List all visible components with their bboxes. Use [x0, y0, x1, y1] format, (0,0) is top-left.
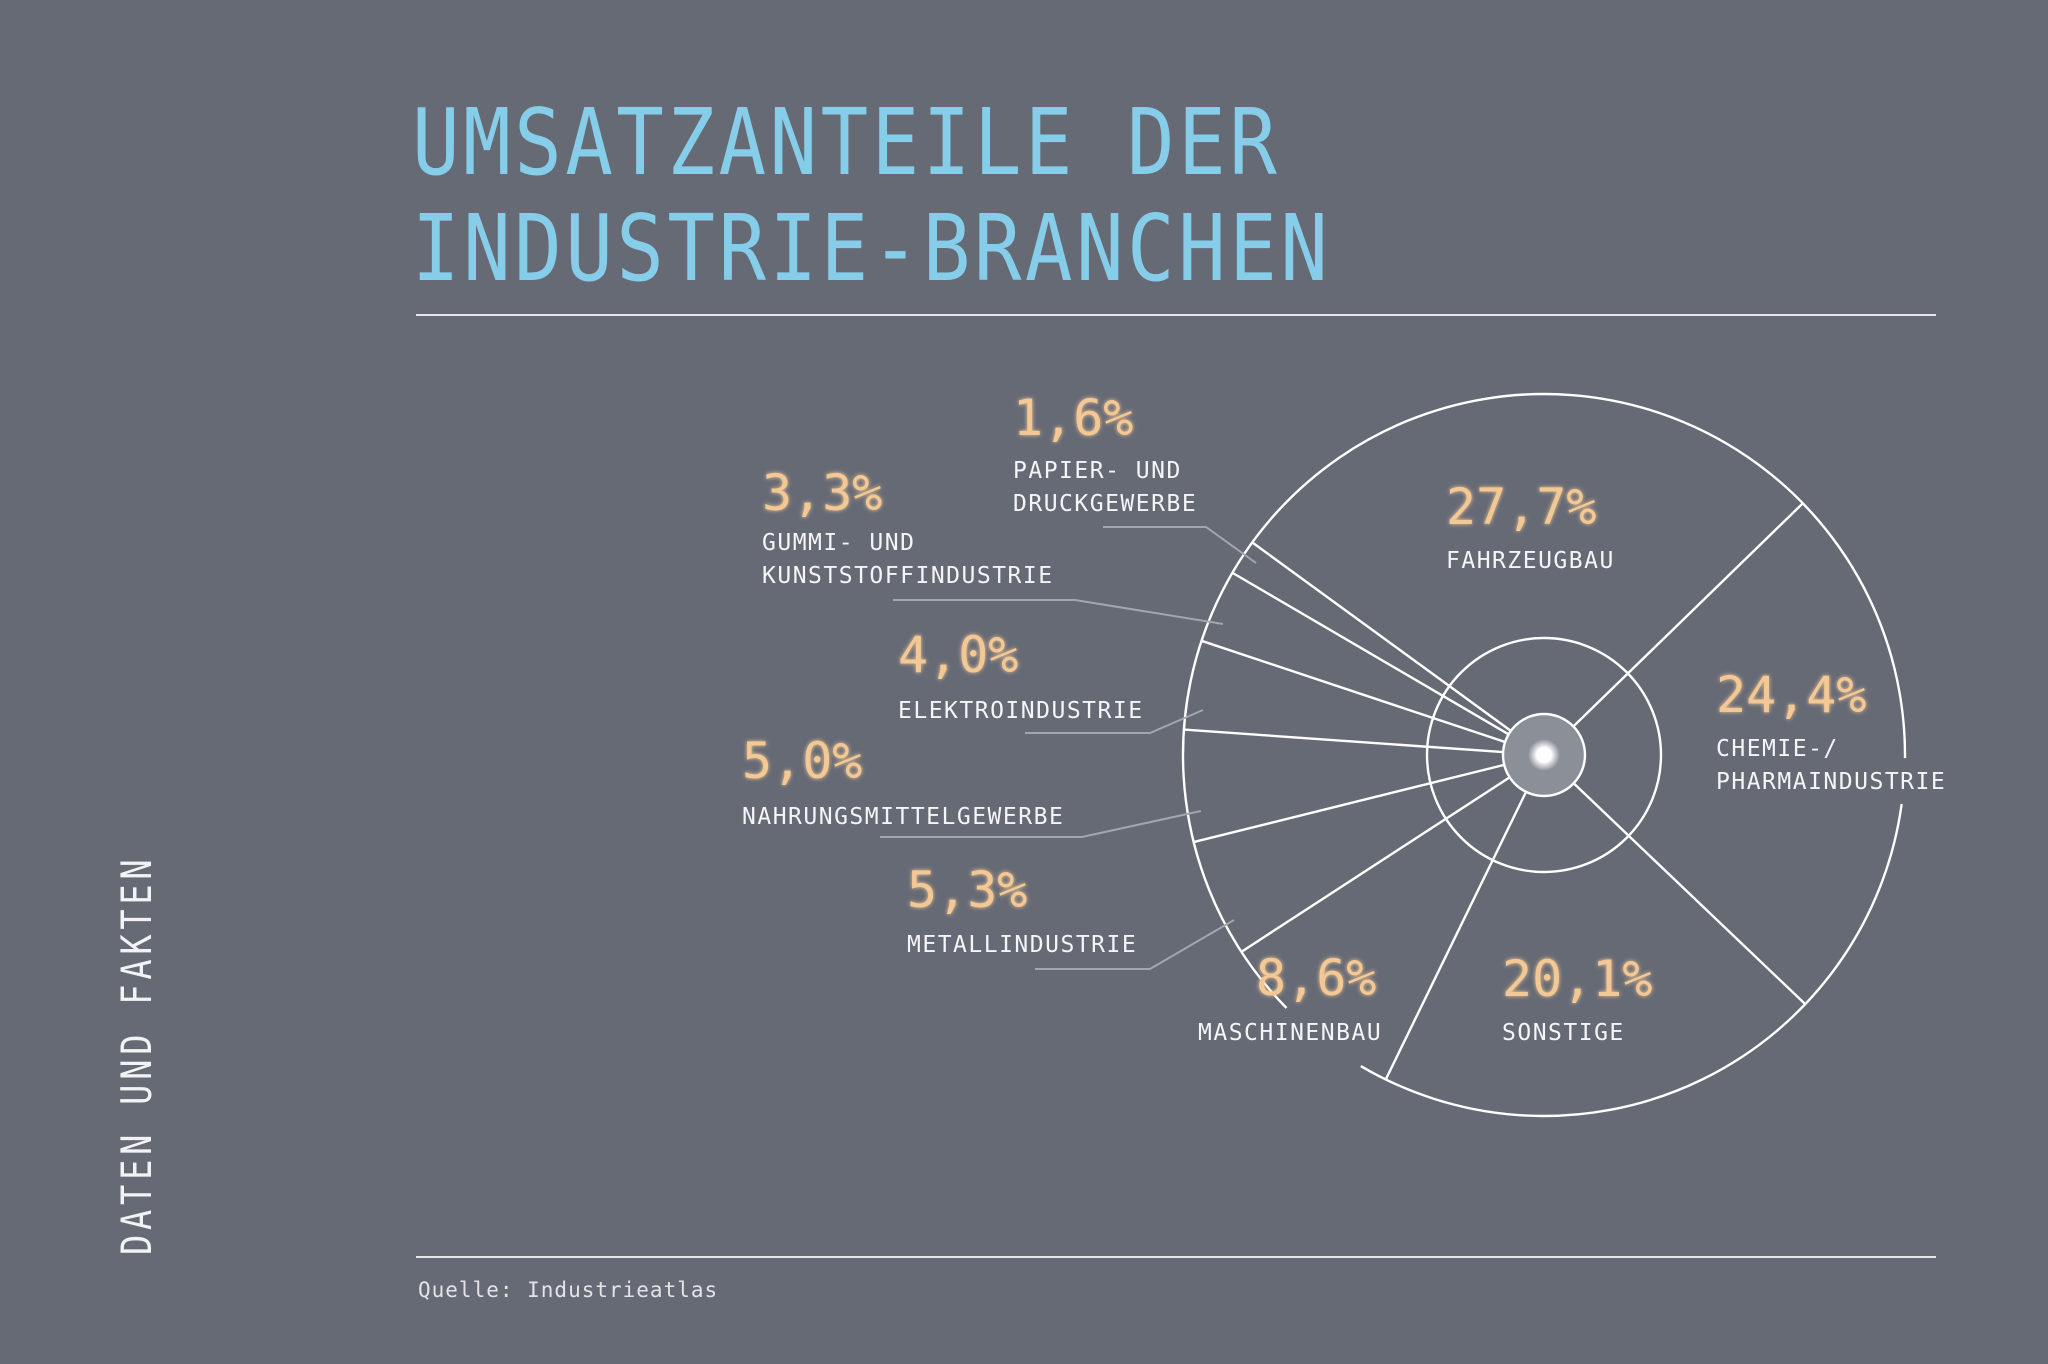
- slice-label: CHEMIE-/: [1716, 736, 1839, 762]
- leader-line: [1035, 919, 1235, 970]
- slice-value: 3,3%: [762, 464, 882, 522]
- source-note: Quelle: Industrieatlas: [418, 1278, 719, 1302]
- slice-value: 5,3%: [907, 861, 1027, 919]
- slice-label: DRUCKGEWERBE: [1013, 491, 1197, 517]
- slice-value: 24,4%: [1716, 666, 1867, 724]
- chart-title: UMSATZANTEILE DER INDUSTRIE-BRANCHEN: [412, 90, 1331, 302]
- slice-label: SONSTIGE: [1502, 1020, 1625, 1046]
- slice-boundary-2: [1384, 791, 1528, 1080]
- slice-value: 20,1%: [1502, 950, 1653, 1008]
- title-divider: [416, 314, 1936, 316]
- slice-value: 1,6%: [1013, 389, 1133, 447]
- slice-label: METALLINDUSTRIE: [907, 932, 1137, 958]
- chart-title-line-1: UMSATZANTEILE DER: [412, 89, 1281, 196]
- outer-ring-arc: [1181, 392, 1907, 1009]
- slice-boundary-0: [1572, 502, 1804, 728]
- slice-label: PHARMAINDUSTRIE: [1716, 769, 1946, 795]
- slice-label: PAPIER- UND: [1013, 458, 1182, 484]
- slice-label: GUMMI- UND: [762, 530, 915, 556]
- center-dot: [1536, 747, 1552, 763]
- slice-boundary-5: [1183, 728, 1504, 754]
- slice-label: MASCHINENBAU: [1198, 1020, 1382, 1046]
- slice-value: 5,0%: [742, 732, 862, 790]
- slice-label: NAHRUNGSMITTELGEWERBE: [742, 804, 1064, 830]
- slice-boundary-4: [1193, 763, 1505, 844]
- leader-line: [893, 599, 1224, 625]
- chart-title-line-2: INDUSTRIE-BRANCHEN: [412, 195, 1332, 302]
- leader-line: [1103, 526, 1257, 564]
- slice-boundary-8: [1251, 541, 1512, 732]
- slice-boundary-3: [1240, 776, 1511, 953]
- outer-ring-arc: [1360, 803, 1903, 1118]
- leader-line: [1025, 709, 1204, 734]
- slice-value: 8,6%: [1256, 949, 1376, 1007]
- middle-ring: [1425, 636, 1663, 874]
- leader-line: [880, 810, 1202, 838]
- slice-boundary-1: [1572, 782, 1807, 1006]
- slice-value: 4,0%: [898, 626, 1018, 684]
- slice-label: KUNSTSTOFFINDUSTRIE: [762, 563, 1054, 589]
- slice-boundary-7: [1231, 571, 1510, 736]
- footer-divider: [416, 1256, 1936, 1258]
- slice-label: FAHRZEUGBAU: [1446, 548, 1615, 574]
- slice-label: ELEKTROINDUSTRIE: [898, 698, 1144, 724]
- slice-value: 27,7%: [1446, 478, 1597, 536]
- slice-boundary-6: [1201, 639, 1506, 744]
